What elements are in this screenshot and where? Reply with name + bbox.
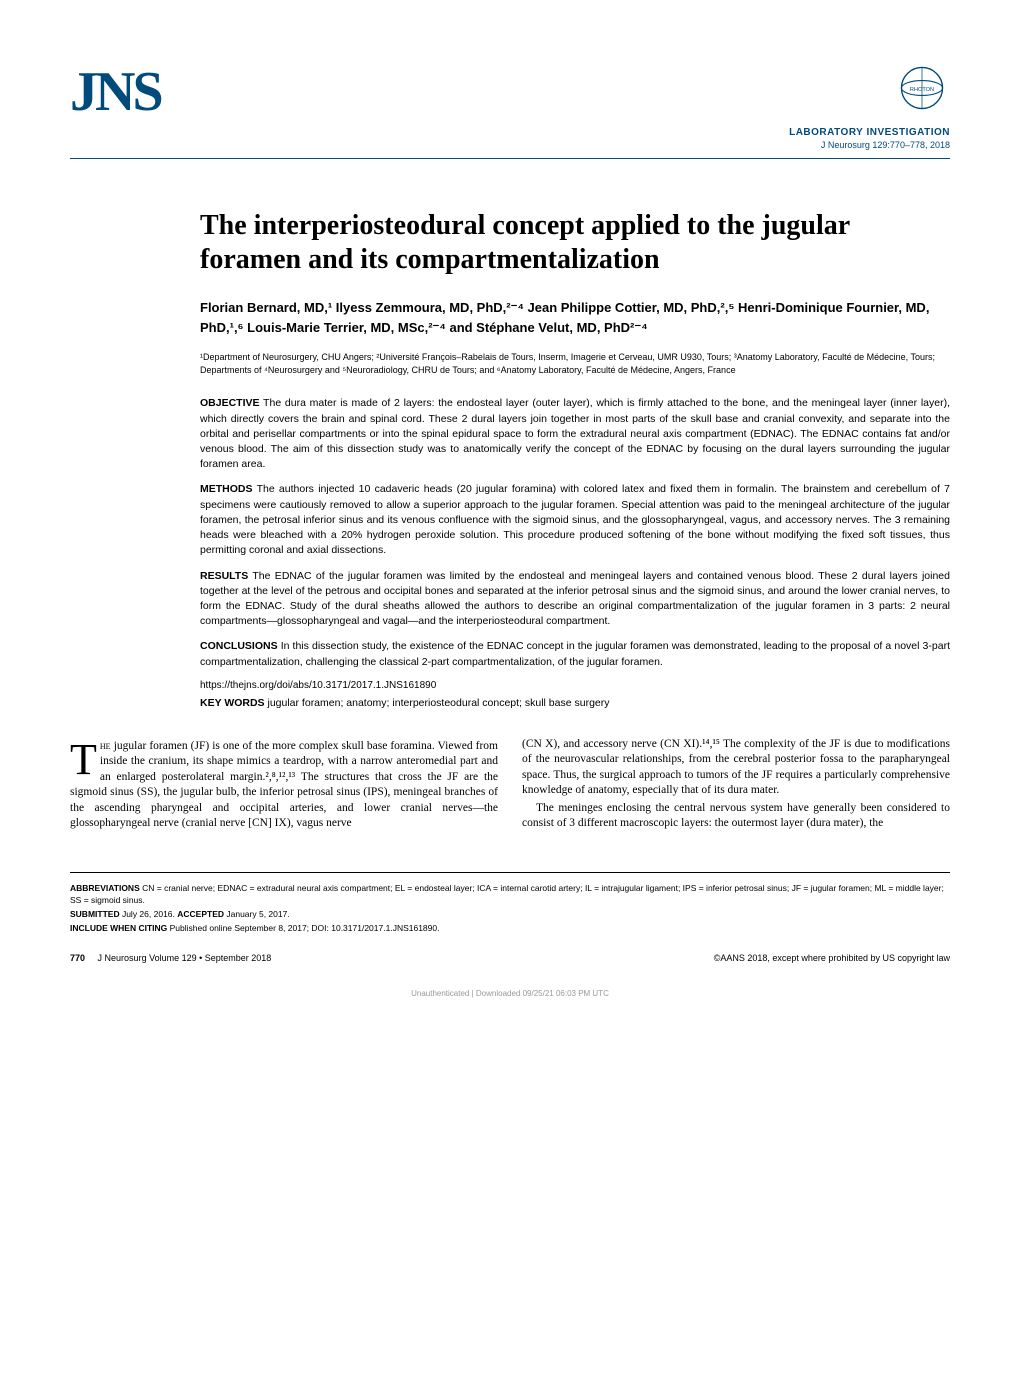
abstract-conclusions: CONCLUSIONS In this dissection study, th… <box>200 639 950 669</box>
journal-citation: J Neurosurg 129:770–778, 2018 <box>789 140 950 150</box>
author-list: Florian Bernard, MD,¹ Ilyess Zemmoura, M… <box>200 298 950 337</box>
body-columns: The jugular foramen (JF) is one of the m… <box>70 737 950 832</box>
methods-label: METHODS <box>200 483 253 495</box>
abbreviations: ABBREVIATIONS CN = cranial nerve; EDNAC … <box>70 883 950 907</box>
header-rule <box>70 158 950 159</box>
rhoton-badge-icon: RHOTON <box>894 60 950 116</box>
page-header: JNS RHOTON LABORATORY INVESTIGATION J Ne… <box>70 60 950 150</box>
citing-label: INCLUDE WHEN CITING <box>70 923 167 933</box>
abbreviations-text: CN = cranial nerve; EDNAC = extradural n… <box>70 883 944 905</box>
objective-label: OBJECTIVE <box>200 397 260 409</box>
objective-text: The dura mater is made of 2 layers: the … <box>200 397 950 470</box>
body-para-1: The jugular foramen (JF) is one of the m… <box>70 737 498 832</box>
column-right: (CN X), and accessory nerve (CN XI).¹⁴,¹… <box>522 737 950 832</box>
doi-link[interactable]: https://thejns.org/doi/abs/10.3171/2017.… <box>200 680 950 691</box>
copyright: ©AANS 2018, except where prohibited by U… <box>714 953 950 963</box>
accepted-text: January 5, 2017. <box>224 909 290 919</box>
footer-rule <box>70 872 950 873</box>
keywords-label: KEY WORDS <box>200 697 265 709</box>
article-content: The interperiosteodural concept applied … <box>200 209 950 709</box>
page-footer-left: 770 J Neurosurg Volume 129 • September 2… <box>70 953 271 963</box>
article-title: The interperiosteodural concept applied … <box>200 209 950 276</box>
jns-logo: JNS <box>70 60 161 124</box>
submitted-label: SUBMITTED <box>70 909 120 919</box>
results-label: RESULTS <box>200 570 248 582</box>
svg-text:RHOTON: RHOTON <box>910 87 934 93</box>
lab-investigation-label: LABORATORY INVESTIGATION <box>789 127 950 138</box>
conclusions-label: CONCLUSIONS <box>200 640 278 652</box>
body-col1-text: jugular foramen (JF) is one of the more … <box>70 740 498 830</box>
abstract-objective: OBJECTIVE The dura mater is made of 2 la… <box>200 396 950 472</box>
body-col2-p1: (CN X), and accessory nerve (CN XI).¹⁴,¹… <box>522 737 950 799</box>
journal-footer: J Neurosurg Volume 129 • September 2018 <box>98 953 272 963</box>
page-number: 770 <box>70 953 85 963</box>
citing: INCLUDE WHEN CITING Published online Sep… <box>70 923 950 935</box>
download-stamp: Unauthenticated | Downloaded 09/25/21 06… <box>70 989 950 998</box>
submitted-accepted: SUBMITTED July 26, 2016. ACCEPTED Januar… <box>70 909 950 921</box>
results-text: The EDNAC of the jugular foramen was lim… <box>200 570 950 628</box>
conclusions-text: In this dissection study, the existence … <box>200 640 950 667</box>
header-right: RHOTON LABORATORY INVESTIGATION J Neuros… <box>789 60 950 150</box>
keywords-text: jugular foramen; anatomy; interperiosteo… <box>265 697 610 709</box>
methods-text: The authors injected 10 cadaveric heads … <box>200 483 950 556</box>
abstract-results: RESULTS The EDNAC of the jugular foramen… <box>200 569 950 630</box>
column-left: The jugular foramen (JF) is one of the m… <box>70 737 498 832</box>
page-footer: 770 J Neurosurg Volume 129 • September 2… <box>70 953 950 963</box>
footer-block: ABBREVIATIONS CN = cranial nerve; EDNAC … <box>70 883 950 935</box>
dropcap: T <box>70 737 100 778</box>
abstract-methods: METHODS The authors injected 10 cadaveri… <box>200 482 950 558</box>
citing-text: Published online September 8, 2017; DOI:… <box>167 923 439 933</box>
keywords: KEY WORDS jugular foramen; anatomy; inte… <box>200 697 950 709</box>
smallcaps-lead: he <box>100 738 114 752</box>
body-col2-p2: The meninges enclosing the central nervo… <box>522 801 950 832</box>
abbreviations-label: ABBREVIATIONS <box>70 883 140 893</box>
submitted-text: July 26, 2016. <box>120 909 178 919</box>
affiliations: ¹Department of Neurosurgery, CHU Angers;… <box>200 351 950 376</box>
accepted-label: ACCEPTED <box>177 909 224 919</box>
